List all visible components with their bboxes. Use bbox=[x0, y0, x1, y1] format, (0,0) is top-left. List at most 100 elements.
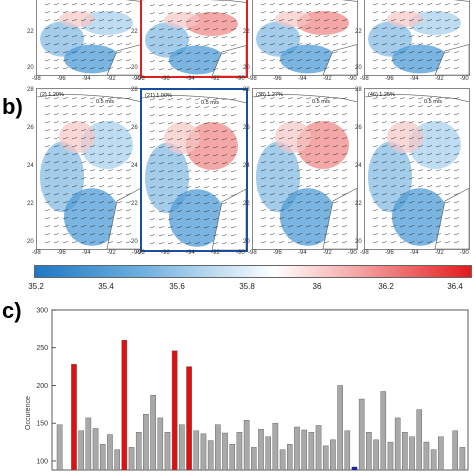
velocity-arrow bbox=[80, 35, 87, 38]
velocity-arrow bbox=[185, 68, 192, 71]
velocity-arrow bbox=[453, 209, 460, 212]
velocity-arrow bbox=[426, 67, 433, 70]
velocity-arrow bbox=[444, 241, 451, 244]
velocity-arrow bbox=[221, 162, 228, 165]
velocity-arrow bbox=[278, 129, 285, 132]
y-tick-label: 250 bbox=[36, 345, 48, 352]
velocity-arrow bbox=[314, 169, 321, 172]
velocity-arrow bbox=[44, 145, 51, 148]
velocity-arrow bbox=[341, 121, 348, 124]
velocity-arrow bbox=[212, 234, 219, 237]
salinity-anomaly-patch bbox=[145, 22, 189, 58]
velocity-arrow bbox=[80, 169, 87, 172]
velocity-arrow bbox=[116, 161, 123, 164]
velocity-arrow bbox=[203, 242, 210, 245]
velocity-arrow bbox=[212, 122, 219, 125]
velocity-arrow bbox=[194, 186, 201, 189]
velocity-arrow bbox=[260, 169, 267, 172]
velocity-arrow bbox=[194, 162, 201, 165]
velocity-arrow bbox=[167, 226, 174, 229]
velocity-arrow bbox=[444, 185, 451, 188]
velocity-arrow bbox=[230, 12, 237, 15]
velocity-arrow bbox=[212, 242, 219, 245]
velocity-arrow bbox=[230, 114, 237, 117]
velocity-arrow bbox=[453, 177, 460, 180]
velocity-arrow bbox=[453, 27, 460, 30]
velocity-arrow bbox=[278, 145, 285, 148]
velocity-arrow bbox=[341, 193, 348, 196]
velocity-arrow bbox=[80, 67, 87, 70]
velocity-arrow bbox=[417, 177, 424, 180]
velocity-arrow bbox=[287, 11, 294, 14]
velocity-arrow bbox=[158, 154, 165, 157]
lat-tick-label: 20 bbox=[27, 65, 34, 71]
velocity-arrow bbox=[372, 27, 379, 30]
velocity-arrow bbox=[89, 225, 96, 228]
velocity-arrow bbox=[53, 51, 60, 54]
velocity-arrow bbox=[426, 217, 433, 220]
velocity-arrow bbox=[212, 178, 219, 181]
velocity-arrow bbox=[408, 35, 415, 38]
velocity-arrow bbox=[158, 186, 165, 189]
velocity-arrow bbox=[176, 12, 183, 15]
velocity-arrow bbox=[381, 59, 388, 62]
velocity-arrow bbox=[203, 52, 210, 55]
velocity-arrow bbox=[305, 27, 312, 30]
y-axis-label: Occurence bbox=[25, 396, 32, 430]
velocity-arrow bbox=[203, 130, 210, 133]
velocity-arrow bbox=[167, 130, 174, 133]
velocity-arrow bbox=[260, 51, 267, 54]
velocity-arrow bbox=[417, 3, 424, 6]
velocity-arrow bbox=[194, 210, 201, 213]
coastline bbox=[365, 94, 469, 103]
velocity-arrow bbox=[203, 146, 210, 149]
velocity-arrow bbox=[221, 52, 228, 55]
velocity-arrow bbox=[260, 35, 267, 38]
velocity-arrow bbox=[221, 106, 228, 109]
velocity-arrow bbox=[203, 36, 210, 39]
velocity-arrow bbox=[212, 226, 219, 229]
colorbar-tick-label: 36.4 bbox=[447, 282, 463, 291]
occurrence-bar bbox=[164, 432, 171, 471]
velocity-arrow bbox=[116, 217, 123, 220]
salinity-anomaly-patch bbox=[280, 44, 336, 74]
occurrence-bar bbox=[301, 429, 307, 471]
velocity-arrow bbox=[426, 113, 433, 116]
velocity-arrow bbox=[53, 225, 60, 228]
velocity-arrow bbox=[332, 121, 339, 124]
velocity-arrow bbox=[116, 201, 123, 204]
velocity-arrow bbox=[167, 68, 174, 71]
velocity-arrow bbox=[176, 162, 183, 165]
velocity-arrow bbox=[98, 209, 105, 212]
velocity-arrow bbox=[435, 201, 442, 204]
velocity-arrow bbox=[89, 233, 96, 236]
lon-tick-label: -96 bbox=[57, 76, 66, 82]
velocity-arrow bbox=[381, 113, 388, 116]
velocity-arrow bbox=[426, 193, 433, 196]
velocity-arrow bbox=[269, 121, 276, 124]
velocity-arrow bbox=[323, 225, 330, 228]
velocity-arrow bbox=[341, 169, 348, 172]
velocity-arrow bbox=[332, 3, 339, 6]
coastline bbox=[142, 0, 246, 3]
velocity-arrow bbox=[44, 59, 51, 62]
velocity-arrow bbox=[98, 121, 105, 124]
lon-tick-label: -92 bbox=[211, 76, 220, 82]
velocity-arrow bbox=[399, 137, 406, 140]
velocity-arrow bbox=[296, 137, 303, 140]
velocity-arrow bbox=[53, 35, 60, 38]
velocity-arrow bbox=[221, 186, 228, 189]
y-tick-label: 100 bbox=[36, 458, 48, 465]
velocity-arrow bbox=[212, 20, 219, 23]
velocity-arrow bbox=[221, 98, 228, 101]
velocity-arrow bbox=[89, 59, 96, 62]
velocity-arrow bbox=[390, 51, 397, 54]
velocity-arrow bbox=[372, 169, 379, 172]
velocity-arrow bbox=[269, 97, 276, 100]
velocity-arrow bbox=[107, 67, 114, 70]
velocity-arrow bbox=[435, 137, 442, 140]
velocity-arrow bbox=[212, 202, 219, 205]
velocity-arrow bbox=[80, 185, 87, 188]
occurrence-bar bbox=[99, 444, 106, 471]
velocity-arrow bbox=[53, 233, 60, 236]
